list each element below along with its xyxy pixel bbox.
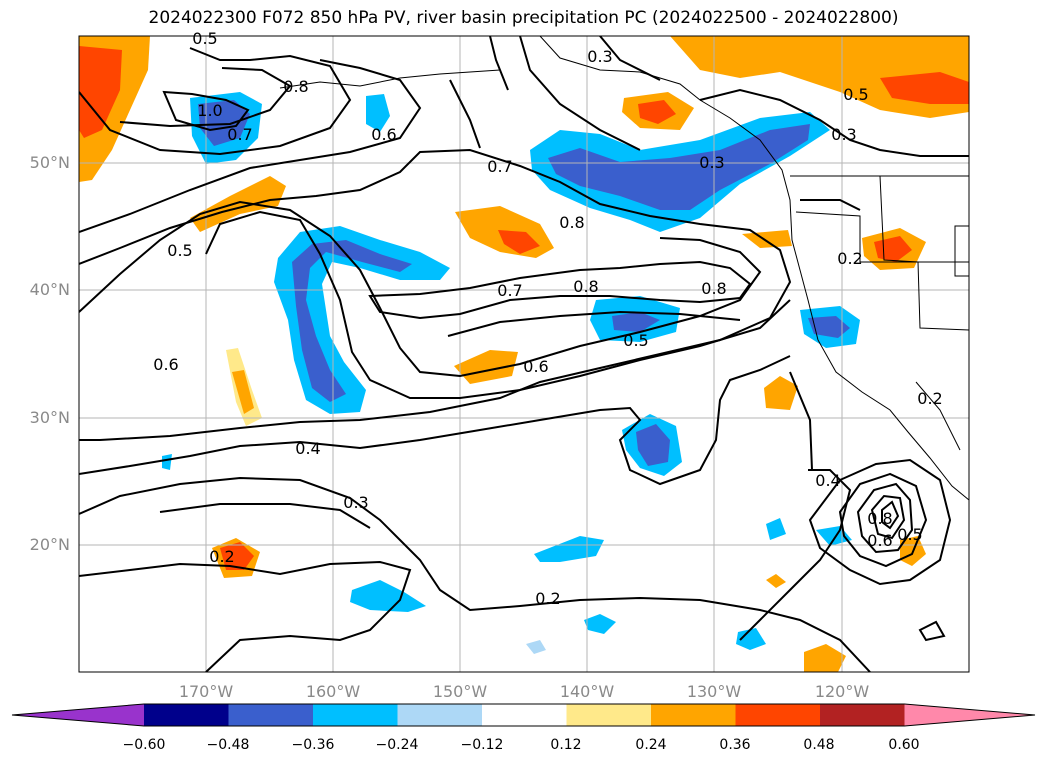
contour-label: 0.7 [227, 125, 252, 144]
negative-shading [162, 92, 860, 654]
contour-label: 0.2 [535, 589, 560, 608]
contour-label: 0.8 [559, 213, 584, 232]
colorbar-segment [482, 704, 567, 726]
shaded-anomalies [79, 36, 969, 672]
contour-label: 0.6 [867, 531, 892, 550]
contour-label: 0.2 [837, 249, 862, 268]
colorbar-tick: 0.48 [803, 737, 835, 753]
lon-label-170w: 170°W [178, 682, 234, 701]
contour-label: 0.2 [917, 389, 942, 408]
colorbar-tick: −0.24 [375, 737, 419, 753]
colorbar-segment [313, 704, 398, 726]
contour-label: 0.5 [843, 85, 868, 104]
contour-label: 0.3 [831, 125, 856, 144]
colorbar-tick: −0.60 [122, 737, 166, 753]
contour-label: 0.2 [209, 547, 234, 566]
lon-label-140w: 140°W [559, 682, 615, 701]
colorbar-tick: 0.24 [635, 737, 667, 753]
lon-label-120w: 120°W [814, 682, 870, 701]
map-title: 2024022300 F072 850 hPa PV, river basin … [148, 8, 899, 28]
contour-label: 0.4 [815, 471, 840, 490]
colorbar-outline [11, 703, 1036, 727]
colorbar-segment [228, 704, 314, 726]
contour-label: 0.5 [192, 29, 217, 48]
contour-label: 0.8 [573, 277, 598, 296]
positive-shading [79, 36, 969, 672]
colorbar-segment [397, 704, 483, 726]
colorbar-extend-low [12, 704, 144, 726]
contour-label: 1.0 [197, 101, 222, 120]
contour-label: 0.6 [523, 357, 548, 376]
colorbar-tick: 0.36 [719, 737, 751, 753]
contour-label: 0.8 [701, 279, 726, 298]
lon-label-130w: 130°W [686, 682, 742, 701]
contour-label: 0.6 [371, 125, 396, 144]
contour-label: 0.4 [295, 439, 320, 458]
lon-label-160w: 160°W [305, 682, 361, 701]
colorbar-segments [11, 703, 1036, 727]
lon-label-150w: 150°W [432, 682, 488, 701]
colorbar-tick: −0.12 [460, 737, 504, 753]
colorbar-segment [820, 704, 905, 726]
contour-label: 0.6 [153, 355, 178, 374]
colorbar-tick: −0.36 [291, 737, 335, 753]
contour-label: 0.3 [587, 47, 612, 66]
colorbar-tick: 0.12 [550, 737, 582, 753]
colorbar-segment [566, 704, 652, 726]
contour-label: 0.8 [283, 77, 308, 96]
lat-label-30n: 30°N [29, 408, 70, 427]
contour-label: 0.7 [487, 157, 512, 176]
lat-label-40n: 40°N [29, 280, 70, 299]
lat-label-20n: 20°N [29, 535, 70, 554]
contour-labels: 0.5 0.8 1.0 0.7 0.6 0.7 0.8 0.3 0.3 0.5 0.3 0.5 0.7 0… [153, 29, 942, 608]
lat-label-50n: 50°N [29, 153, 70, 172]
contour-label: 0.3 [343, 493, 368, 512]
colorbar-segment [735, 704, 821, 726]
contour-label: 0.5 [623, 331, 648, 350]
contour-label: 0.8 [867, 509, 892, 528]
pv-contours [79, 36, 969, 672]
contour-label: 0.7 [497, 281, 522, 300]
contour-label: 0.5 [167, 241, 192, 260]
colorbar-segment [651, 704, 736, 726]
contour-label: 0.5 [897, 525, 922, 544]
colorbar-segment [144, 704, 229, 726]
colorbar-tick: 0.60 [888, 737, 920, 753]
colorbar-extend-high [904, 704, 1035, 726]
colorbar-tick: −0.48 [206, 737, 250, 753]
contour-label: 0.3 [699, 153, 724, 172]
plot-frame [78, 35, 970, 673]
